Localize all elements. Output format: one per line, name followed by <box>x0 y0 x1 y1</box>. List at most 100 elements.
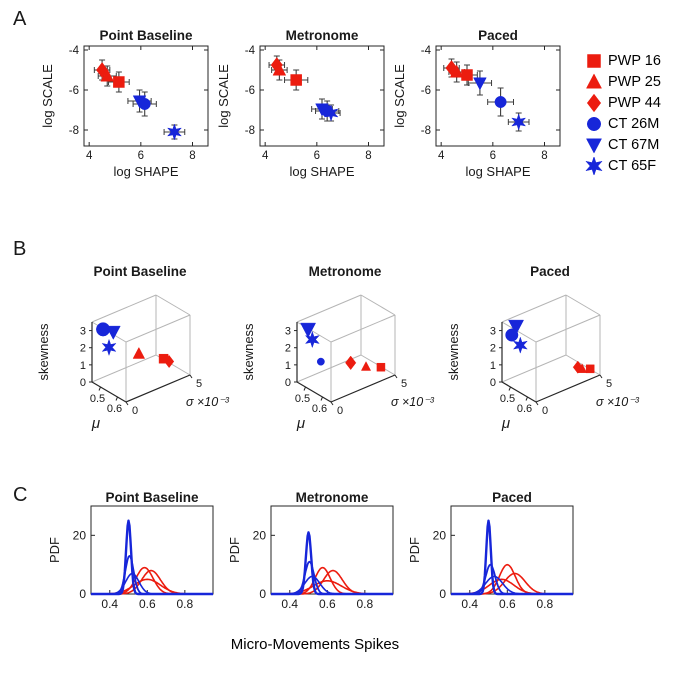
svg-text:0.8: 0.8 <box>537 597 554 611</box>
svg-text:PDF: PDF <box>227 537 242 563</box>
section-label-c: C <box>13 484 28 506</box>
svg-text:-6: -6 <box>69 85 79 97</box>
svg-text:μ: μ <box>501 415 510 432</box>
svg-text:skewness: skewness <box>36 323 51 381</box>
svg-text:0: 0 <box>337 405 343 417</box>
svg-text:-6: -6 <box>421 85 431 97</box>
legend: PWP 16 PWP 25 PWP 44 CT 26M CT 67M CT 65F <box>584 50 661 176</box>
svg-text:0.8: 0.8 <box>357 597 374 611</box>
legend-item-label: PWP 16 <box>608 52 661 69</box>
svg-text:0: 0 <box>259 587 266 601</box>
panel-b-point-baseline: 0 1 2 3 0.5 0.6 0 5 Point Baseline skewness μ σ ×10… <box>28 262 233 445</box>
svg-text:0.6: 0.6 <box>319 597 336 611</box>
row-a-scatter-panels: 4 6 8 -8 -6 -4 Point Baseline log SHAPE log SCAL… <box>40 28 568 185</box>
svg-text:-4: -4 <box>245 45 256 57</box>
svg-text:0: 0 <box>285 377 291 389</box>
diamond-marker-icon <box>586 93 602 112</box>
svg-text:σ ×10⁻³: σ ×10⁻³ <box>391 395 435 409</box>
svg-text:Point Baseline: Point Baseline <box>99 28 193 43</box>
circle-marker-icon <box>586 116 602 131</box>
svg-text:3: 3 <box>285 326 291 338</box>
svg-text:4: 4 <box>438 150 445 162</box>
panel-a-metronome: 4 6 8 -8 -6 -4 Metronome log SHAPE log SCALE <box>216 28 392 185</box>
svg-text:8: 8 <box>189 150 195 162</box>
svg-text:Metronome: Metronome <box>296 490 369 505</box>
svg-text:5: 5 <box>401 378 407 390</box>
chart-svg-B2: 0 1 2 3 0.50.6 0 5 Metronome skewness μ σ ×10⁻³ <box>241 264 435 432</box>
svg-text:-4: -4 <box>421 45 432 57</box>
svg-text:-8: -8 <box>421 125 431 137</box>
legend-item-label: CT 26M <box>608 115 660 132</box>
chart-svg-A2: 4 6 8 -8 -6 -4 Metronome log SHAPE log SCALE <box>216 28 385 179</box>
svg-text:Point Baseline: Point Baseline <box>93 264 187 279</box>
svg-text:PDF: PDF <box>407 537 422 563</box>
section-label-b: B <box>13 238 27 260</box>
legend-item-ct-26m: CT 26M <box>584 113 661 134</box>
svg-text:σ ×10⁻³: σ ×10⁻³ <box>596 395 640 409</box>
svg-text:5: 5 <box>606 378 612 390</box>
svg-text:Paced: Paced <box>492 490 532 505</box>
svg-text:PDF: PDF <box>47 537 62 563</box>
legend-item-label: CT 65F <box>608 157 657 174</box>
legend-item-label: CT 67M <box>608 136 660 153</box>
svg-text:8: 8 <box>541 150 547 162</box>
svg-text:0.4: 0.4 <box>461 597 478 611</box>
svg-text:2: 2 <box>285 343 291 355</box>
svg-text:Metronome: Metronome <box>309 264 382 279</box>
svg-text:1: 1 <box>80 360 86 372</box>
svg-text:3: 3 <box>80 326 86 338</box>
triangle-marker-icon <box>586 72 602 88</box>
legend-item-ct-67m: CT 67M <box>584 134 661 155</box>
svg-text:0: 0 <box>79 587 86 601</box>
section-label-a: A <box>13 8 27 30</box>
svg-text:0.8: 0.8 <box>177 597 194 611</box>
svg-text:1: 1 <box>285 360 291 372</box>
svg-text:log SCALE: log SCALE <box>40 64 55 128</box>
svg-text:skewness: skewness <box>446 323 461 381</box>
svg-text:μ: μ <box>296 415 305 432</box>
svg-text:0: 0 <box>439 587 446 601</box>
square-marker-icon <box>587 53 601 68</box>
svg-text:log SHAPE: log SHAPE <box>289 164 354 179</box>
svg-text:0: 0 <box>132 405 138 417</box>
chart-svg-C3: 0.4 0.6 0.8 0 20 Paced PDF <box>407 490 574 611</box>
svg-text:3: 3 <box>490 326 496 338</box>
svg-text:log SCALE: log SCALE <box>216 64 231 128</box>
svg-text:8: 8 <box>365 150 371 162</box>
star-marker-icon <box>585 156 603 175</box>
svg-text:-8: -8 <box>69 125 79 137</box>
svg-text:6: 6 <box>314 150 320 162</box>
chart-svg-B1: 0 1 2 3 0.50.6 0 5 Point Baseline skewness μ σ ×10… <box>36 264 230 432</box>
svg-text:0.6: 0.6 <box>107 403 122 415</box>
svg-text:0.5: 0.5 <box>90 393 105 405</box>
panel-c-metronome: 0.4 0.6 0.8 0 20 Metronome PDF <box>225 490 405 630</box>
svg-text:20: 20 <box>253 528 267 542</box>
svg-text:0.4: 0.4 <box>101 597 118 611</box>
legend-item-pwp-16: PWP 16 <box>584 50 661 71</box>
svg-text:0: 0 <box>490 377 496 389</box>
svg-text:Paced: Paced <box>478 28 518 43</box>
svg-text:log SHAPE: log SHAPE <box>465 164 530 179</box>
panel-a-point-baseline: 4 6 8 -8 -6 -4 Point Baseline log SHAPE log SCAL… <box>40 28 216 185</box>
svg-text:-8: -8 <box>245 125 255 137</box>
svg-text:4: 4 <box>86 150 93 162</box>
legend-item-pwp-25: PWP 25 <box>584 71 661 92</box>
chart-svg-B3: 0 1 2 3 0.50.6 0 5 Paced skewness μ σ ×10⁻³ <box>446 264 640 432</box>
panel-a-paced: 4 6 8 -8 -6 -4 Paced log SHAPE log SCALE <box>392 28 568 185</box>
svg-text:0.6: 0.6 <box>517 403 532 415</box>
legend-item-pwp-44: PWP 44 <box>584 92 661 113</box>
svg-text:4: 4 <box>262 150 269 162</box>
svg-text:0.5: 0.5 <box>500 393 515 405</box>
svg-text:2: 2 <box>490 343 496 355</box>
svg-text:0.6: 0.6 <box>312 403 327 415</box>
svg-text:20: 20 <box>433 528 447 542</box>
svg-text:log SHAPE: log SHAPE <box>113 164 178 179</box>
svg-text:0.6: 0.6 <box>499 597 516 611</box>
legend-item-ct-65f: CT 65F <box>584 155 661 176</box>
svg-text:log SCALE: log SCALE <box>392 64 407 128</box>
legend-item-label: PWP 25 <box>608 73 661 90</box>
svg-text:6: 6 <box>490 150 496 162</box>
chart-svg-C1: 0.4 0.6 0.8 0 20 Point Baseline PDF <box>47 490 214 611</box>
svg-text:0: 0 <box>542 405 548 417</box>
legend-item-label: PWP 44 <box>608 94 661 111</box>
